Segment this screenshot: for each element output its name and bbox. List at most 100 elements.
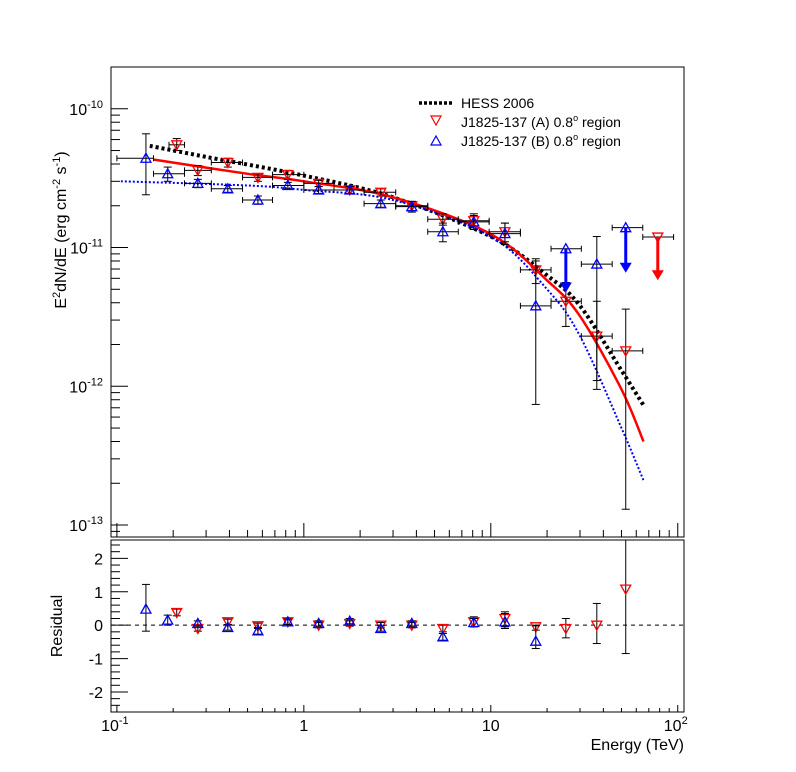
marker-b xyxy=(559,242,572,254)
data-point-a xyxy=(242,172,274,184)
legend-label-hess: HESS 2006 xyxy=(461,95,534,111)
residual-marker-b xyxy=(191,617,204,629)
spectrum-tick-labels: 10-10 10-11 10-12 10-13 xyxy=(69,99,103,535)
legend-triangle-up-marker xyxy=(429,134,443,146)
residual-point-b xyxy=(221,621,234,633)
fit-curve-b xyxy=(120,180,645,481)
data-point-b xyxy=(333,183,365,195)
residual-marker-a xyxy=(590,620,603,632)
marker-a xyxy=(651,232,664,244)
spectrum-axis-ticks xyxy=(111,66,679,537)
residual-point-b xyxy=(251,624,265,636)
residual-point-a xyxy=(590,602,603,645)
residual-point-b xyxy=(191,617,204,629)
marker-a xyxy=(281,170,294,182)
residual-point-b xyxy=(529,625,542,650)
residual-marker-b xyxy=(498,615,512,627)
legend-label-a: J1825-137 (A) 0.8o region xyxy=(461,113,621,130)
spectrum-panel: 10-10 10-11 10-12 10-13 E2dN/dE (erg cm-2 s… xyxy=(51,66,685,538)
marker-b xyxy=(251,193,265,205)
hess-2006-curve xyxy=(149,143,646,407)
residual-point-b xyxy=(139,583,153,632)
residual-marker-a xyxy=(559,623,572,635)
data-point-b xyxy=(242,193,274,205)
residual-marker-a xyxy=(529,622,542,634)
residual-marker-a xyxy=(170,607,183,619)
residual-marker-a xyxy=(619,584,632,596)
y-tick-label: 10-13 xyxy=(69,515,103,535)
marker-b xyxy=(436,225,449,237)
marker-a xyxy=(619,346,632,358)
marker-b xyxy=(221,182,234,194)
residual-point-b xyxy=(343,614,356,626)
y-tick-label: -2 xyxy=(89,685,103,702)
marker-b xyxy=(405,200,418,212)
marker-a xyxy=(559,296,572,308)
data-point-b xyxy=(363,197,397,209)
data-point-a xyxy=(272,169,305,182)
residual-point-b xyxy=(312,617,325,629)
residual-marker-b xyxy=(312,617,325,629)
data-point-b xyxy=(427,222,459,243)
spectrum-y-axis-title: E2dN/dE (erg cm-2 s-1) xyxy=(51,151,70,308)
residual-point-b xyxy=(436,630,449,642)
data-point-a xyxy=(611,308,644,510)
data-point-b xyxy=(580,236,613,390)
y-tick-label: 10-12 xyxy=(69,376,103,396)
upper-limit-b xyxy=(611,221,644,273)
y-tick-label: 10-11 xyxy=(70,238,103,258)
marker-b xyxy=(529,299,542,311)
marker-b xyxy=(139,151,153,163)
legend-triangle-down-marker xyxy=(429,115,443,127)
residual-y-axis-title: Residual xyxy=(49,595,66,657)
marker-b xyxy=(343,183,356,195)
residual-marker-a xyxy=(221,617,234,629)
data-point-b xyxy=(116,133,155,196)
marker-a xyxy=(436,214,449,226)
residual-marker-b xyxy=(405,617,418,629)
residual-marker-a xyxy=(436,623,449,635)
marker-b xyxy=(281,179,294,191)
marker-b xyxy=(312,183,325,195)
residual-data-points xyxy=(139,539,632,655)
residual-point-a xyxy=(170,607,183,619)
fit-curves xyxy=(120,143,646,481)
residual-marker-a xyxy=(251,621,265,633)
residual-point-a xyxy=(559,617,572,639)
residual-tick-labels: -2 -1 0 1 2 xyxy=(89,551,103,702)
spectrum-data-points xyxy=(116,133,675,510)
fit-curve-a xyxy=(153,158,645,442)
y-tick-label: 2 xyxy=(94,551,103,568)
legend: HESS 2006 J1825-137 (A) 0.8o region J182… xyxy=(419,95,621,149)
data-point-b xyxy=(519,260,552,405)
residual-marker-b xyxy=(251,624,265,636)
marker-b xyxy=(590,257,603,269)
y-tick-label: 0 xyxy=(94,618,103,635)
residual-marker-b xyxy=(343,614,356,626)
spectrum-plot-frame xyxy=(110,66,685,538)
data-point-b xyxy=(153,166,186,182)
marker-a xyxy=(374,187,387,199)
residual-point-b xyxy=(498,612,512,630)
upper-limit-a xyxy=(642,232,675,281)
data-point-b xyxy=(488,222,521,246)
residual-plot-frame xyxy=(110,539,685,713)
x-axis-title: Energy (TeV) xyxy=(591,737,684,754)
marker-b xyxy=(467,215,480,227)
y-tick-label: -1 xyxy=(89,652,103,669)
x-tick-label: 10-1 xyxy=(101,715,129,735)
x-tick-label: 10 xyxy=(482,718,500,735)
upper-limit-arrow-head xyxy=(619,262,632,273)
marker-a xyxy=(312,178,325,190)
data-point-b xyxy=(184,177,212,189)
residual-marker-b xyxy=(436,630,449,642)
data-point-b xyxy=(210,182,244,194)
data-point-b xyxy=(303,183,335,195)
residual-axis-ticks xyxy=(111,544,679,713)
marker-b xyxy=(619,221,632,233)
residual-marker-b xyxy=(139,602,153,614)
x-tick-label: 102 xyxy=(664,715,688,735)
residual-panel: -2 -1 0 1 2 Residual 10-1 1 10 102 Energy (TeV) xyxy=(49,539,688,754)
residual-point-b xyxy=(374,622,387,634)
